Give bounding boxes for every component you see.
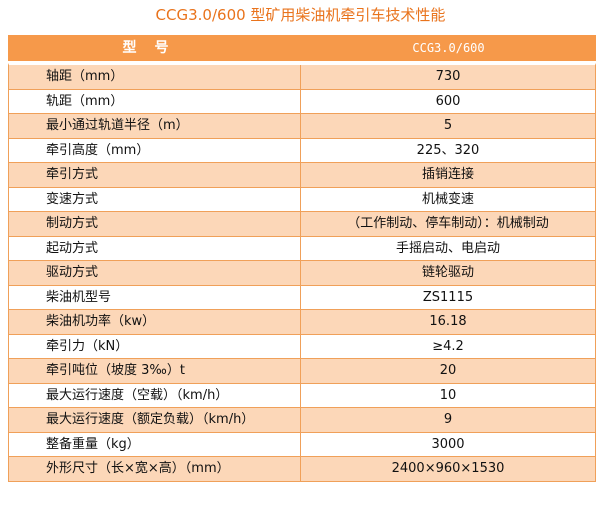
row-value: 手摇启动、电启动 <box>395 240 500 256</box>
row-label: 外形尺寸（长×宽×高）（mm） <box>9 457 301 481</box>
row-value: 225、320 <box>416 142 480 158</box>
row-value: 9 <box>443 412 453 427</box>
row-value: 2400×960×1530 <box>391 461 505 476</box>
row-label: 柴油机型号 <box>9 285 301 309</box>
row-value: ≥4.2 <box>432 338 464 354</box>
row-value: 5 <box>443 118 453 133</box>
row-label: 驱动方式 <box>9 261 301 285</box>
table-row: 柴油机型号 ZS1115 <box>9 285 595 310</box>
row-label: 起动方式 <box>9 236 301 260</box>
table-row: 最小通过轨道半径（m） 5 <box>9 114 595 139</box>
row-value: 链轮驱动 <box>421 265 474 280</box>
table-row: 牵引吨位（坡度 3‰）t 20 <box>9 359 595 384</box>
spec-table: 轴距（mm） 730 轨距（mm） 600 最小通过轨道半径（m） 5 牵引高度（mm… <box>8 63 596 482</box>
table-row: 牵引力（kN） ≥4.2 <box>9 334 595 359</box>
table-header: 型号 CCG3.0/600 <box>8 35 596 61</box>
header-model-value: CCG3.0/600 <box>412 41 485 55</box>
table-row: 最大运行速度（空载）（km/h） 10 <box>9 383 595 408</box>
table-row: 轨距（mm） 600 <box>9 89 595 114</box>
row-value: 730 <box>435 69 461 84</box>
table-row: 起动方式 手摇启动、电启动 <box>9 236 595 261</box>
row-value: 插销连接 <box>421 167 474 182</box>
row-value: （工作制动、停车制动）：机械制动 <box>347 216 549 231</box>
row-value: 10 <box>439 387 457 403</box>
row-value: 16.18 <box>429 314 467 329</box>
row-value: 机械变速 <box>421 191 474 207</box>
row-label: 柴油机功率（kw） <box>9 310 301 334</box>
table-row: 整备重量（kg） 3000 <box>9 432 595 457</box>
row-label: 最大运行速度（空载）（km/h） <box>9 383 301 407</box>
row-value: 20 <box>439 363 457 378</box>
header-label: 型号 <box>122 40 187 56</box>
row-value: 3000 <box>431 436 465 452</box>
table-row: 最大运行速度（额定负载）（km/h） 9 <box>9 408 595 433</box>
row-label: 变速方式 <box>9 187 301 211</box>
table-row: 牵引高度（mm） 225、320 <box>9 138 595 163</box>
table-row: 外形尺寸（长×宽×高）（mm） 2400×960×1530 <box>9 457 595 481</box>
row-label: 牵引力（kN） <box>9 334 301 358</box>
row-label: 制动方式 <box>9 212 301 236</box>
row-label: 轨距（mm） <box>9 89 301 113</box>
table-row: 柴油机功率（kw） 16.18 <box>9 310 595 335</box>
row-value: 600 <box>435 93 461 109</box>
row-label: 轴距（mm） <box>9 65 301 89</box>
row-label: 牵引吨位（坡度 3‰）t <box>9 359 301 383</box>
row-label: 整备重量（kg） <box>9 432 301 456</box>
row-label: 最大运行速度（额定负载）（km/h） <box>9 408 301 432</box>
row-label: 最小通过轨道半径（m） <box>9 114 301 138</box>
table-row: 牵引方式 插销连接 <box>9 163 595 188</box>
table-row: 轴距（mm） 730 <box>9 65 595 90</box>
row-label: 牵引方式 <box>9 163 301 187</box>
table-row: 驱动方式 链轮驱动 <box>9 261 595 286</box>
row-label: 牵引高度（mm） <box>9 138 301 162</box>
row-value: ZS1115 <box>422 289 474 305</box>
table-row: 变速方式 机械变速 <box>9 187 595 212</box>
page-title: CCG3.0/600 型矿用柴油机牵引车技术性能 <box>155 6 446 24</box>
table-row: 制动方式 （工作制动、停车制动）：机械制动 <box>9 212 595 237</box>
